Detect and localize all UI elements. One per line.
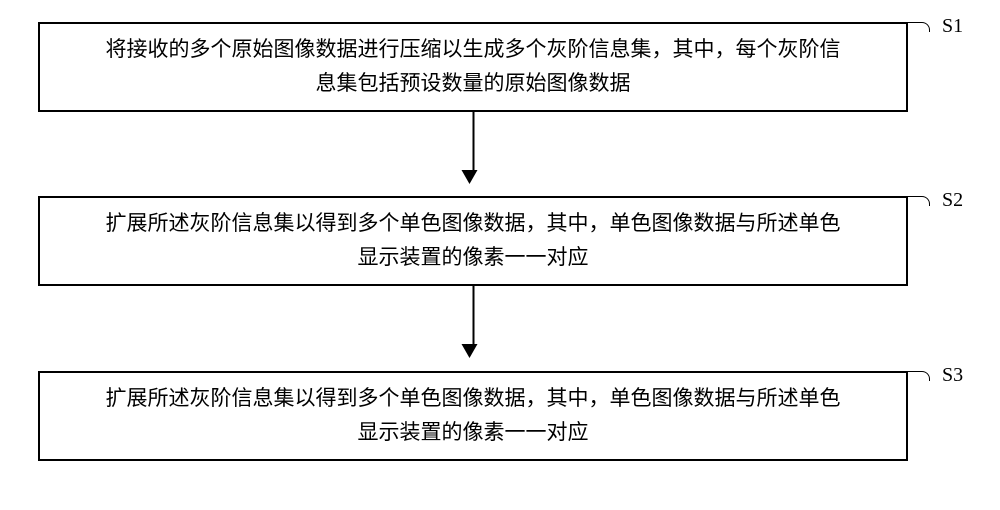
connector-3 [908,371,930,381]
step-2-line-1: 扩展所述灰阶信息集以得到多个单色图像数据，其中，单色图像数据与所述单色 [106,211,841,235]
step-3-line-2: 显示装置的像素一一对应 [358,420,589,444]
step-1-line-1: 将接收的多个原始图像数据进行压缩以生成多个灰阶信息集，其中，每个灰阶信 [106,37,841,61]
step-box-1: 将接收的多个原始图像数据进行压缩以生成多个灰阶信息集，其中，每个灰阶信 息集包括… [38,22,908,112]
connector-2 [908,196,930,206]
step-1-line-2: 息集包括预设数量的原始图像数据 [316,71,631,95]
step-label-2: S2 [942,189,963,212]
arrow-1 [469,112,478,184]
arrow-2 [469,286,478,358]
step-label-3: S3 [942,364,963,387]
step-2-line-2: 显示装置的像素一一对应 [358,245,589,269]
step-label-1: S1 [942,15,963,38]
step-text-2: 扩展所述灰阶信息集以得到多个单色图像数据，其中，单色图像数据与所述单色 显示装置… [106,207,841,274]
step-text-3: 扩展所述灰阶信息集以得到多个单色图像数据，其中，单色图像数据与所述单色 显示装置… [106,382,841,449]
step-3-line-1: 扩展所述灰阶信息集以得到多个单色图像数据，其中，单色图像数据与所述单色 [106,386,841,410]
arrow-line-1 [472,112,474,170]
step-box-3: 扩展所述灰阶信息集以得到多个单色图像数据，其中，单色图像数据与所述单色 显示装置… [38,371,908,461]
connector-1 [908,22,930,32]
step-text-1: 将接收的多个原始图像数据进行压缩以生成多个灰阶信息集，其中，每个灰阶信 息集包括… [106,33,841,100]
flowchart-container: 将接收的多个原始图像数据进行压缩以生成多个灰阶信息集，其中，每个灰阶信 息集包括… [0,0,1000,510]
step-box-2: 扩展所述灰阶信息集以得到多个单色图像数据，其中，单色图像数据与所述单色 显示装置… [38,196,908,286]
arrow-head-2 [462,344,478,358]
arrow-line-2 [472,286,474,344]
arrow-head-1 [462,170,478,184]
